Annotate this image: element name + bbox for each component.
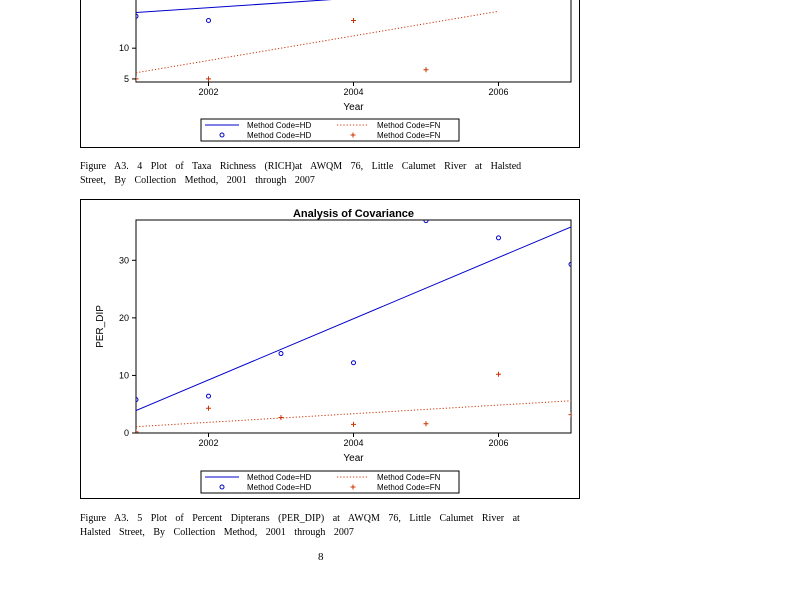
data-point [568,412,571,418]
data-point [206,18,211,24]
plot-area [135,0,572,83]
legend-label: Method Code=FN [377,473,441,482]
y-tick-label: 5 [124,74,129,84]
fit-line [136,0,333,14]
legend-marker-sample [219,484,225,490]
fit-line [136,226,571,412]
legend-label: Method Code=HD [247,121,311,130]
fit-line [136,400,571,428]
legend-marker-sample [219,132,225,138]
legend-box [200,118,460,142]
data-point [423,421,429,427]
x-tick-label: 2004 [343,438,363,448]
x-axis-label: Year [343,453,364,464]
data-point [136,397,139,403]
y-tick-label: 10 [119,43,129,53]
x-tick-label: 2004 [343,87,363,97]
data-point [278,351,284,357]
legend-label: Method Code=HD [247,483,311,492]
figure-percent-dipterans: Analysis of Covariance 2002 2004 2006 0 10 20 3… [80,199,580,499]
fit-line [136,10,499,74]
data-point [136,13,139,19]
y-tick-label: 10 [119,370,129,380]
figure-taxa-richness: 2002 2004 2006 5 10 Year Method Code=HD Method … [80,0,580,148]
legend-label: Method Code=HD [247,473,311,482]
figure-caption: Figure A3. 4 Plot of Taxa Richness (RICH… [80,161,522,186]
legend-marker-sample [350,132,356,138]
x-tick-label: 2002 [198,87,218,97]
data-point [351,360,356,366]
plot-area [135,219,572,434]
data-point [568,261,571,267]
y-axis-label: PER_DIP [95,305,106,348]
y-tick-label: 20 [119,313,129,323]
legend-box [200,470,460,494]
page-number: 8 [318,551,324,563]
legend-label: Method Code=FN [377,121,441,130]
data-point [206,76,211,82]
data-point [423,220,429,224]
legend-label: Method Code=FN [377,131,441,140]
data-point [496,371,501,377]
data-point [351,421,356,427]
figure-caption: Figure A3. 5 Plot of Percent Dipterans (… [80,513,520,538]
data-point [206,393,211,399]
chart-title: Analysis of Covariance [293,208,414,220]
data-point [423,67,429,73]
x-tick-label: 2006 [488,438,508,448]
y-tick-label: 0 [124,428,129,438]
plot-marks [136,0,499,82]
data-point [136,429,139,433]
data-point [278,414,284,420]
x-tick-label: 2006 [488,87,508,97]
data-point [351,18,356,24]
legend-label: Method Code=HD [247,131,311,140]
legend-label: Method Code=FN [377,483,441,492]
plot-marks [136,220,571,433]
data-point [206,405,211,411]
y-tick-label: 30 [119,255,129,265]
data-point [496,235,501,241]
chart-percent-dipterans: Analysis of Covariance 2002 2004 2006 0 10 20 3… [95,208,572,494]
legend-marker-sample [350,484,356,490]
x-tick-label: 2002 [198,438,218,448]
data-point [136,76,139,82]
x-axis-label: Year [343,102,364,113]
